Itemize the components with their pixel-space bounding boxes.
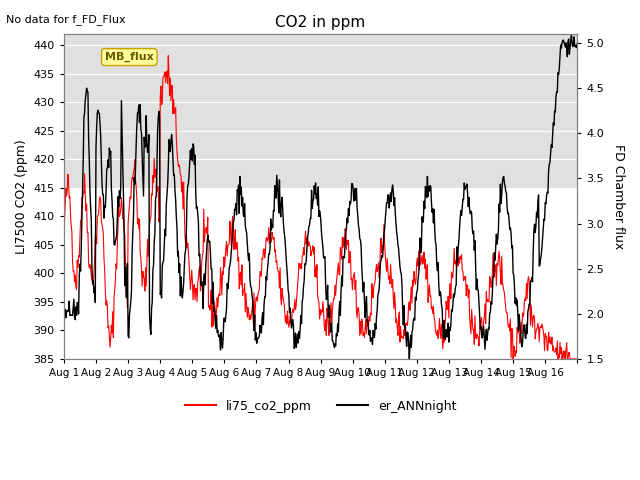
Y-axis label: LI7500 CO2 (ppm): LI7500 CO2 (ppm) xyxy=(15,139,28,254)
Text: No data for f_FD_Flux: No data for f_FD_Flux xyxy=(6,14,126,25)
Title: CO2 in ppm: CO2 in ppm xyxy=(275,15,365,30)
Legend: li75_co2_ppm, er_ANNnight: li75_co2_ppm, er_ANNnight xyxy=(180,395,461,418)
Y-axis label: FD Chamber flux: FD Chamber flux xyxy=(612,144,625,249)
Text: MB_flux: MB_flux xyxy=(105,52,154,62)
Bar xyxy=(64,34,577,188)
